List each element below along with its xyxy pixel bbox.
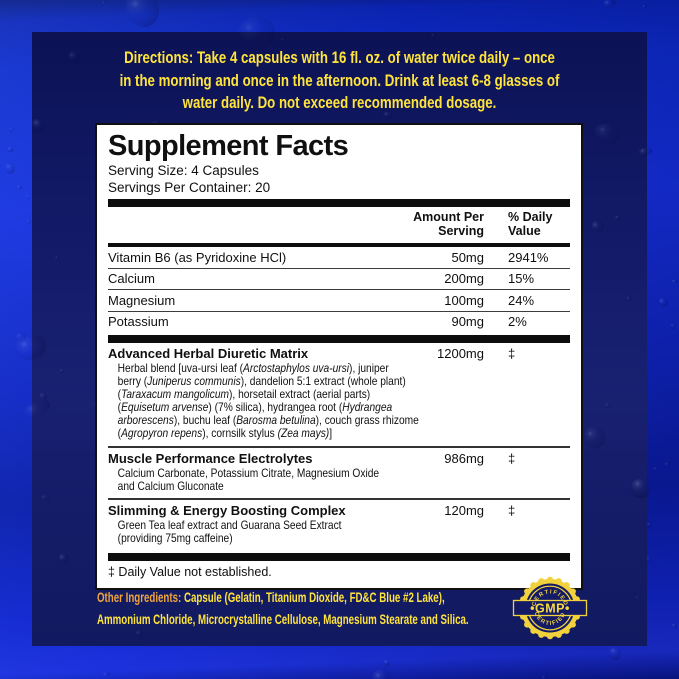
blend-dv: ‡	[508, 502, 516, 518]
badge-ribbon-band	[512, 599, 588, 617]
nutrient-name: Magnesium	[108, 292, 176, 308]
badge-gmp-text: •GMP•	[530, 602, 570, 616]
row-separator	[108, 267, 570, 269]
nutrient-row-potassium: Potassium 90mg 2%	[108, 312, 570, 333]
blend-separator	[108, 445, 570, 448]
nutrient-name: Vitamin B6 (as Pyridoxine HCl)	[108, 249, 287, 265]
blend-detail: Calcium Carbonate, Potassium Citrate, Ma…	[117, 466, 380, 493]
other-ingredients-label: Other Ingredients:	[97, 590, 182, 605]
nutrient-row-magnesium: Magnesium 100mg 24%	[108, 290, 570, 311]
directions-line-2: in the morning and once in the afternoon…	[119, 70, 560, 90]
other-ingredients-line-1: Other Ingredients: Capsule (Gelatin, Tit…	[97, 587, 469, 609]
nutrient-amount: 100mg	[444, 292, 484, 308]
nutrient-amount: 200mg	[444, 271, 484, 286]
blend-section-electrolytes: Muscle Performance Electrolytes 986mg ‡ …	[108, 448, 570, 498]
other-ingredients-text: Capsule (Gelatin, Titanium Dioxide, FD&C…	[181, 590, 445, 605]
nutrient-row-calcium: Calcium 200mg 15%	[108, 269, 570, 290]
divider-medium	[108, 243, 570, 247]
other-ingredients: Other Ingredients: Capsule (Gelatin, Tit…	[97, 587, 613, 630]
blend-amount: 120mg	[444, 502, 484, 518]
row-separator	[108, 289, 570, 290]
nutrient-amount: 50mg	[451, 249, 484, 265]
blend-name: Advanced Herbal Diuretic Matrix	[108, 346, 309, 361]
nutrient-name: Potassium	[108, 314, 169, 329]
blend-detail: Herbal blend [uva-ursi leaf (Arctostaphy…	[117, 362, 419, 441]
blend-dv: ‡	[508, 346, 516, 361]
supplement-facts-box: Supplement Facts Serving Size: 4 Capsule…	[95, 123, 583, 590]
divider-thick-middle	[108, 335, 570, 343]
percent-daily-value-header: % Daily Value	[508, 210, 553, 238]
nutrient-row-vitamin-b6: Vitamin B6 (as Pyridoxine HCl) 50mg 2941…	[108, 247, 570, 268]
blend-section-slimming-energy: Slimming & Energy Boosting Complex 120mg…	[108, 500, 570, 550]
blend-amount: 986mg	[444, 450, 484, 466]
serving-size: Serving Size: 4 Capsules	[108, 163, 259, 178]
amount-per-serving-header: Amount Per Serving	[413, 210, 484, 238]
table-header-row: Amount Per Serving % Daily Value	[108, 207, 570, 241]
row-separator	[108, 310, 570, 312]
nutrient-dv: 15%	[508, 271, 535, 286]
directions-line-3: water daily. Do not exceed recommended d…	[182, 93, 497, 112]
blend-detail: Green Tea leaf extract and Guarana Seed …	[117, 518, 342, 545]
nutrient-name: Calcium	[108, 271, 155, 286]
nutrient-dv: 2%	[508, 314, 527, 329]
divider-thick-bottom	[108, 552, 570, 561]
gmp-certified-badge: CERTIFIED CERTIFIED •GMP•	[512, 576, 588, 640]
blend-dv: ‡	[508, 450, 516, 466]
directions-text: Directions: Take 4 capsules with 16 fl. …	[32, 47, 647, 115]
blend-amount: 1200mg	[437, 346, 484, 361]
daily-value-footnote: ‡ Daily Value not established.	[108, 564, 272, 579]
blend-name: Slimming & Energy Boosting Complex	[108, 502, 346, 518]
directions-line-1: Directions: Take 4 capsules with 16 fl. …	[124, 48, 555, 67]
nutrient-amount: 90mg	[451, 314, 484, 329]
servings-per-container: Servings Per Container: 20	[108, 179, 271, 195]
nutrient-dv: 24%	[508, 292, 535, 308]
divider-thick-top	[108, 199, 570, 207]
blend-name: Muscle Performance Electrolytes	[108, 450, 313, 466]
nutrient-dv: 2941%	[508, 249, 549, 265]
supplement-facts-title: Supplement Facts	[108, 130, 349, 162]
other-ingredients-line-2: Ammonium Chloride, Microcrystalline Cell…	[97, 611, 469, 627]
blend-section-herbal-diuretic: Advanced Herbal Diuretic Matrix 1200mg ‡…	[108, 343, 570, 446]
blend-separator	[108, 497, 570, 500]
